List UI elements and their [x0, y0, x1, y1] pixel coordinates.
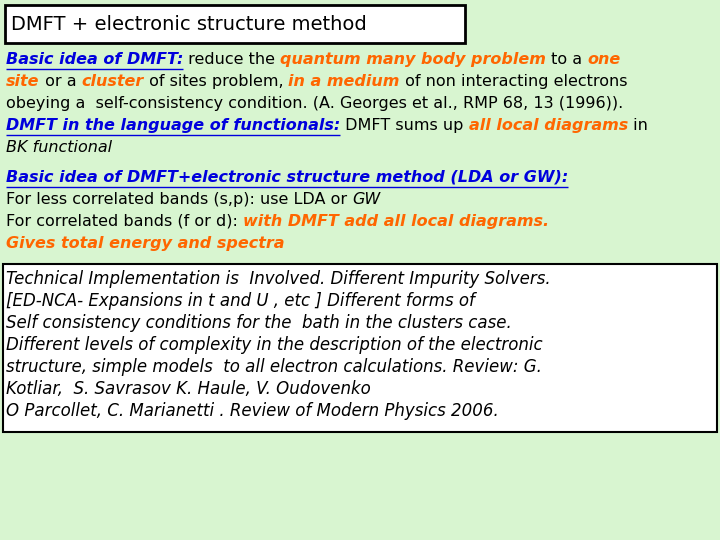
Text: or a: or a	[40, 74, 81, 89]
Text: in a medium: in a medium	[288, 74, 400, 89]
Text: BK functional: BK functional	[6, 140, 112, 155]
Text: O Parcollet, C. Marianetti . Review of Modern Physics 2006.: O Parcollet, C. Marianetti . Review of M…	[6, 402, 499, 420]
Text: [ED-NCA- Expansions in t and U , etc ] Different forms of: [ED-NCA- Expansions in t and U , etc ] D…	[6, 292, 475, 310]
Text: DMFT in the language of functionals:: DMFT in the language of functionals:	[6, 118, 341, 133]
Text: Basic idea of DMFT:: Basic idea of DMFT:	[6, 52, 184, 67]
Text: DMFT sums up: DMFT sums up	[341, 118, 469, 133]
Text: Gives total energy and spectra: Gives total energy and spectra	[6, 236, 284, 251]
Text: Self consistency conditions for the  bath in the clusters case.: Self consistency conditions for the bath…	[6, 314, 512, 332]
Text: to a: to a	[546, 52, 588, 67]
Text: structure, simple models  to all electron calculations. Review: G.: structure, simple models to all electron…	[6, 358, 542, 376]
Text: in: in	[628, 118, 648, 133]
Text: DMFT + electronic structure method: DMFT + electronic structure method	[11, 15, 366, 33]
Text: Different levels of complexity in the description of the electronic: Different levels of complexity in the de…	[6, 336, 543, 354]
Text: all local diagrams: all local diagrams	[469, 118, 628, 133]
Text: of sites problem,: of sites problem,	[143, 74, 288, 89]
Text: GW: GW	[352, 192, 380, 207]
Text: Kotliar,  S. Savrasov K. Haule, V. Oudovenko: Kotliar, S. Savrasov K. Haule, V. Oudove…	[6, 380, 371, 398]
Text: one: one	[588, 52, 621, 67]
Text: For less correlated bands (s,p): use LDA or: For less correlated bands (s,p): use LDA…	[6, 192, 352, 207]
Bar	[5, 5, 465, 43]
Text: Basic idea of DMFT+electronic structure method (LDA or GW):: Basic idea of DMFT+electronic structure …	[6, 170, 568, 185]
Text: quantum many body problem: quantum many body problem	[281, 52, 546, 67]
Text: of non interacting electrons: of non interacting electrons	[400, 74, 627, 89]
Text: site: site	[6, 74, 40, 89]
Text: with DMFT add all local diagrams.: with DMFT add all local diagrams.	[243, 214, 549, 229]
Text: Technical Implementation is  Involved. Different Impurity Solvers.: Technical Implementation is Involved. Di…	[6, 270, 551, 288]
Text: cluster: cluster	[81, 74, 143, 89]
Bar	[3, 264, 717, 432]
Text: obeying a  self-consistency condition. (A. Georges et al., RMP 68, 13 (1996)).: obeying a self-consistency condition. (A…	[6, 96, 624, 111]
Text: For correlated bands (f or d):: For correlated bands (f or d):	[6, 214, 243, 229]
Text: reduce the: reduce the	[184, 52, 281, 67]
